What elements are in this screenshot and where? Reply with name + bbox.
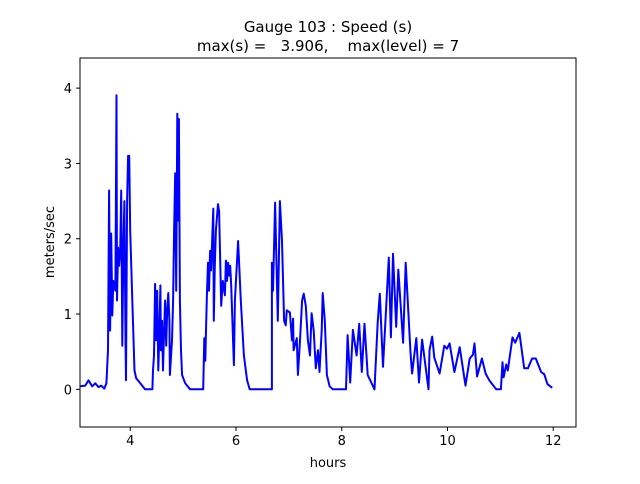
x-tick-label: 12 — [545, 434, 562, 449]
y-tick-label: 2 — [64, 233, 72, 248]
x-tick-label: 8 — [338, 434, 346, 449]
chart-subtitle: max(s) = 3.906, max(level) = 7 — [197, 37, 459, 55]
x-tick-label: 4 — [126, 434, 134, 449]
x-tick-label: 6 — [232, 434, 240, 449]
chart-title: Gauge 103 : Speed (s) — [244, 18, 412, 36]
y-axis-label: meters/sec — [43, 206, 58, 278]
y-tick-label: 1 — [64, 308, 72, 323]
speed-line — [80, 94, 553, 391]
y-tick-label: 4 — [64, 82, 72, 97]
plot-area-frame — [79, 57, 577, 428]
y-tick-label: 0 — [64, 383, 72, 398]
y-tick-label: 3 — [64, 157, 72, 172]
x-tick-label: 10 — [439, 434, 456, 449]
y-axis: 0 1 2 3 4 — [64, 82, 80, 398]
x-axis-label: hours — [310, 456, 347, 471]
x-axis: 4 6 8 10 12 — [126, 427, 562, 449]
